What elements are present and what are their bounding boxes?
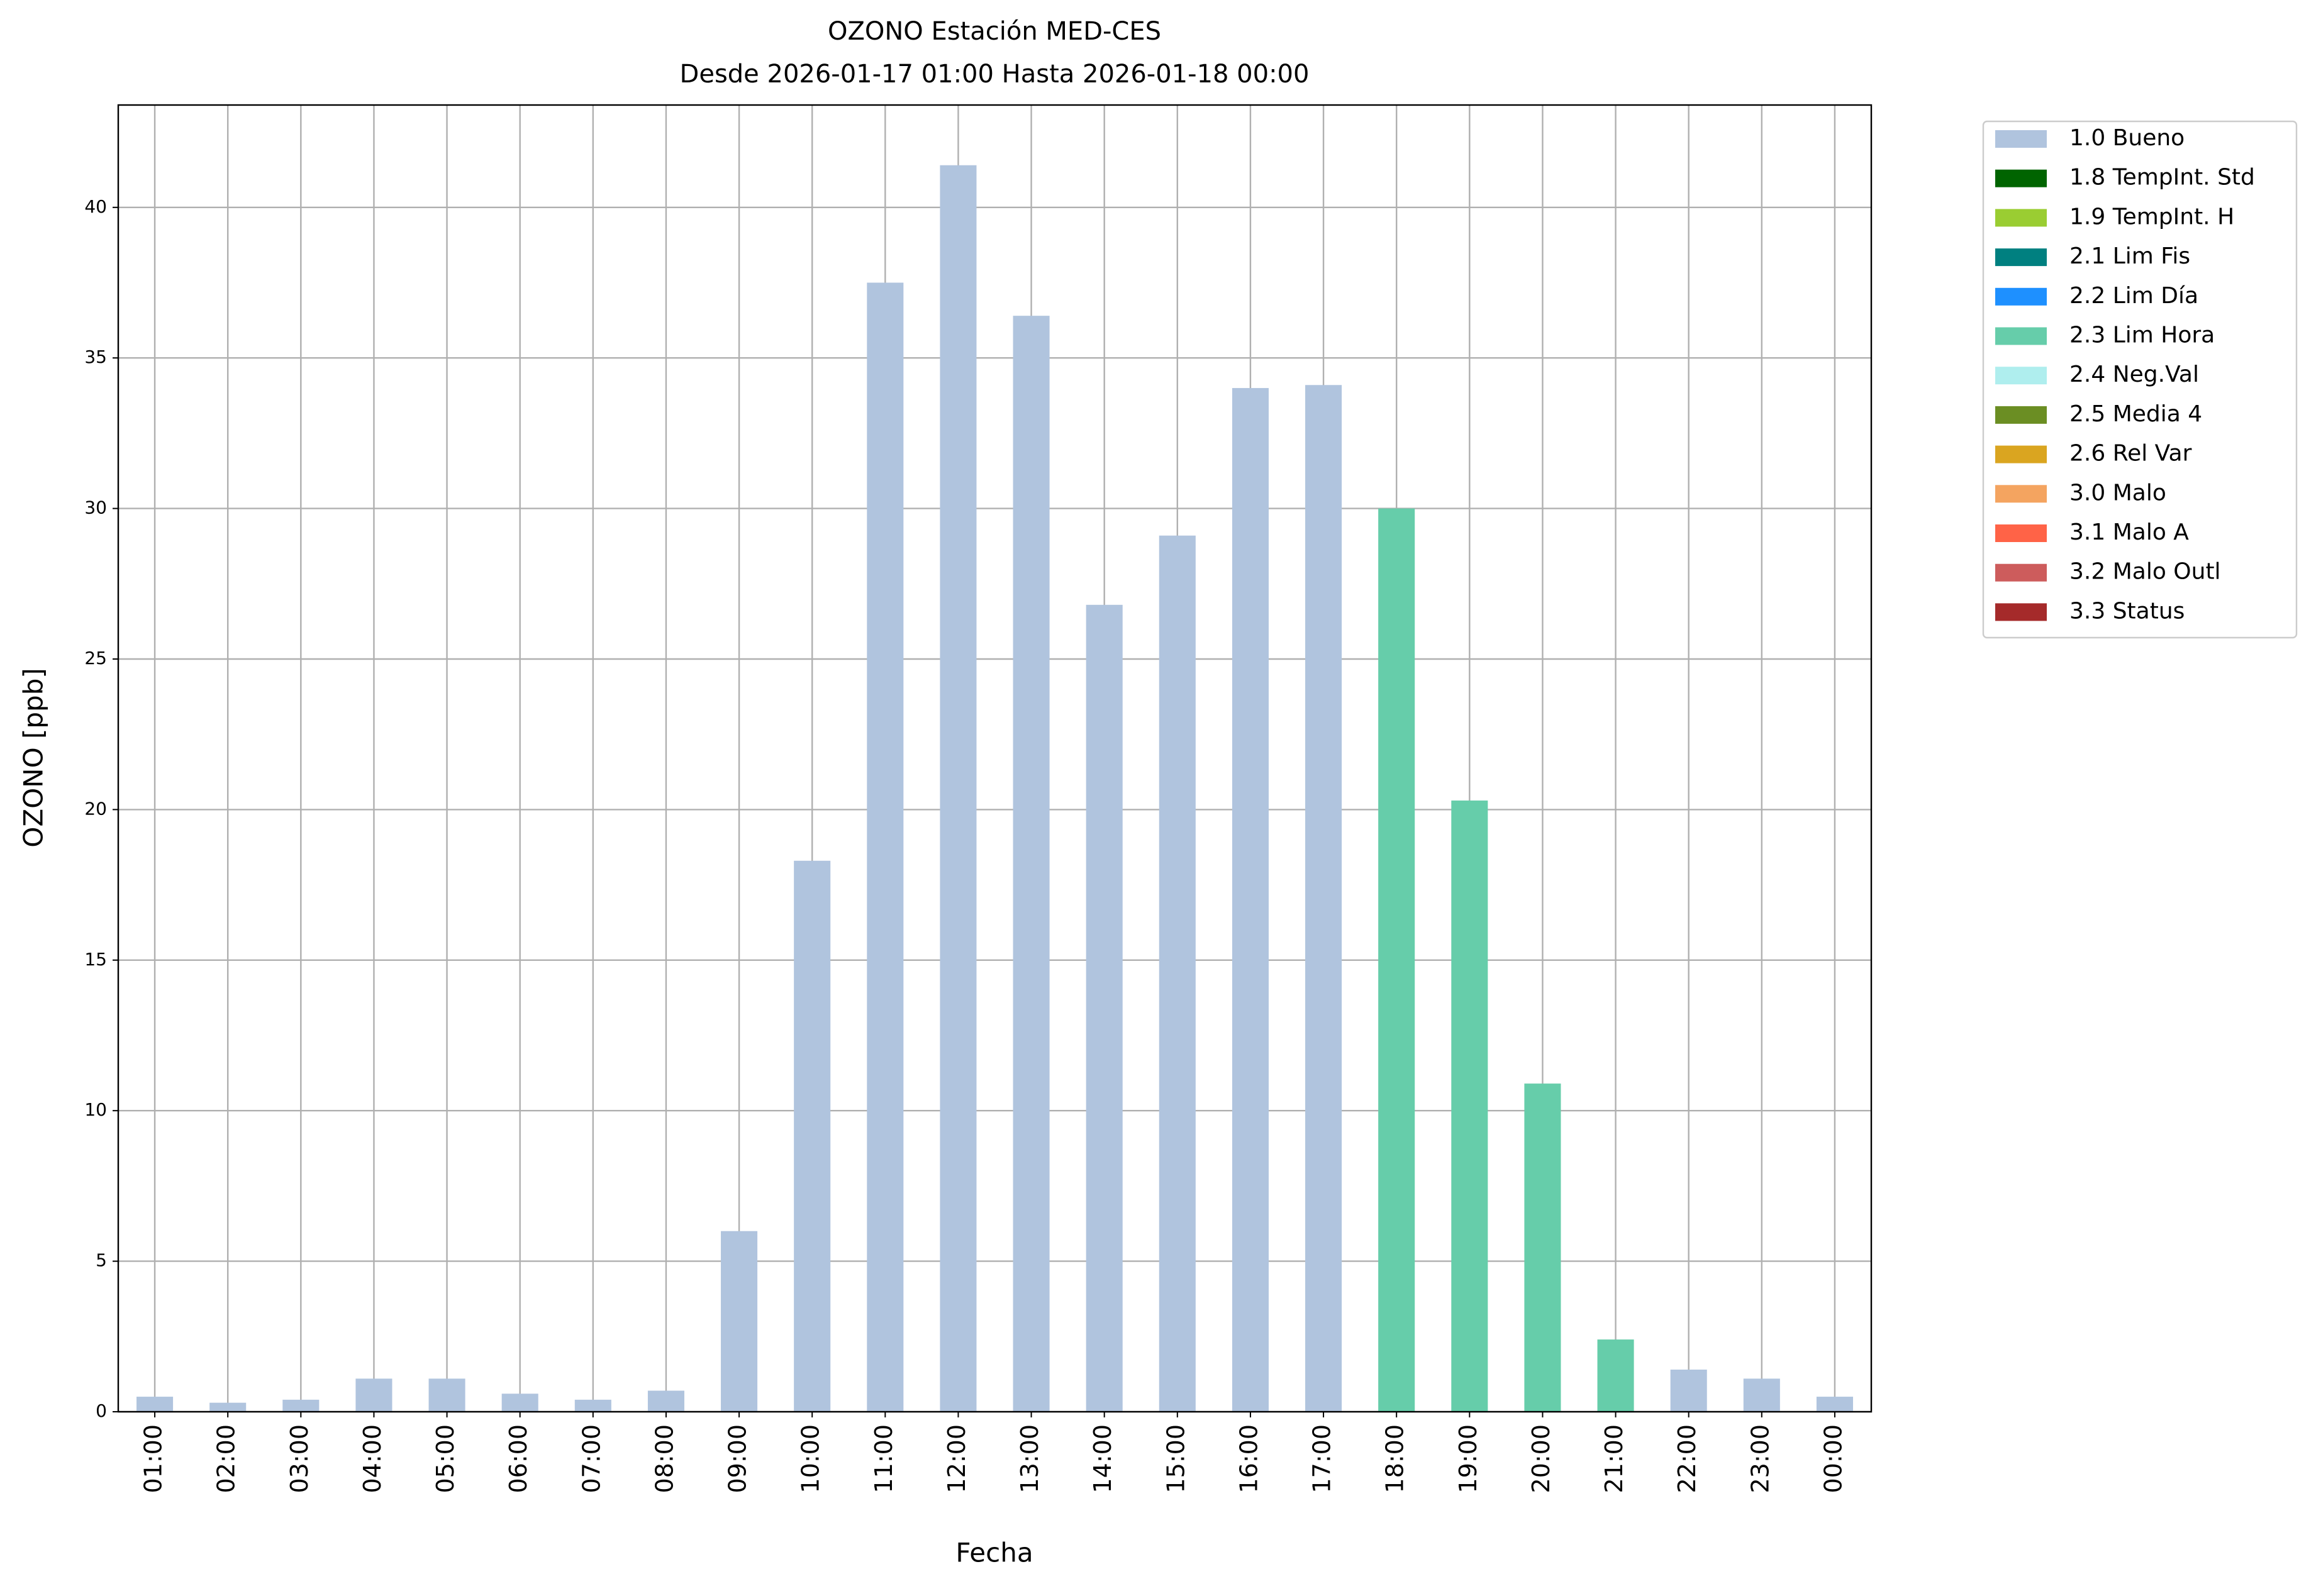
y-axis-label: OZONO [ppb] [18, 668, 49, 847]
bar [647, 1390, 684, 1412]
x-tick-label: 12:00 [943, 1424, 971, 1493]
x-tick-label: 03:00 [286, 1424, 313, 1493]
legend-label: 3.1 Malo A [2069, 519, 2189, 545]
legend-swatch [1995, 524, 2047, 542]
bar [1670, 1369, 1707, 1412]
legend-swatch [1995, 406, 2047, 424]
bar [282, 1399, 320, 1412]
x-tick-label: 05:00 [431, 1424, 459, 1493]
legend-swatch [1995, 367, 2047, 385]
plot-frame [117, 104, 1873, 1413]
bar [1816, 1397, 1853, 1412]
x-tick-label: 01:00 [140, 1424, 167, 1493]
legend-label: 2.1 Lim Fis [2069, 243, 2190, 269]
bar [940, 165, 977, 1412]
legend-swatch [1995, 248, 2047, 267]
y-tick-label: 30 [84, 497, 107, 518]
bar [136, 1397, 174, 1412]
legend-label: 2.2 Lim Día [2069, 283, 2198, 309]
bar [574, 1399, 611, 1412]
x-tick-label: 04:00 [359, 1424, 386, 1493]
y-tick-label: 0 [96, 1400, 107, 1421]
x-tick-label: 10:00 [797, 1424, 825, 1493]
bar [1013, 316, 1050, 1412]
chart-subtitle: Desde 2026-01-17 01:00 Hasta 2026-01-18 … [680, 60, 1310, 89]
bar [1305, 385, 1342, 1412]
x-tick-label: 00:00 [1819, 1424, 1847, 1493]
legend-swatch [1995, 485, 2047, 503]
x-tick-label: 17:00 [1308, 1424, 1336, 1493]
x-tick-label: 20:00 [1527, 1424, 1555, 1493]
y-tick-label: 10 [84, 1099, 107, 1120]
x-tick-label: 16:00 [1235, 1424, 1262, 1493]
bar [209, 1402, 247, 1412]
x-tick-label: 06:00 [504, 1424, 532, 1493]
y-tick-label: 20 [84, 798, 107, 819]
x-tick-label: 14:00 [1089, 1424, 1116, 1493]
y-tick-label: 35 [84, 346, 107, 367]
bar [1378, 508, 1415, 1412]
bar [1451, 801, 1488, 1412]
x-tick-label: 21:00 [1600, 1424, 1628, 1493]
legend-label: 3.3 Status [2069, 598, 2185, 624]
x-tick-label: 02:00 [213, 1424, 240, 1493]
legend-swatch [1995, 130, 2047, 148]
legend-label: 3.0 Malo [2069, 480, 2166, 506]
legend-label: 2.4 Neg.Val [2069, 362, 2199, 387]
x-tick-label: 23:00 [1746, 1424, 1774, 1493]
bar [721, 1231, 758, 1412]
legend-label: 1.0 Bueno [2069, 125, 2185, 151]
legend-box [1982, 120, 2298, 639]
bar [1086, 604, 1123, 1412]
bar [794, 860, 831, 1412]
y-tick-label: 15 [84, 949, 107, 970]
legend-label: 1.8 TempInt. Std [2069, 165, 2255, 191]
legend-label: 3.2 Malo Outl [2069, 559, 2221, 585]
bar [1232, 388, 1269, 1412]
x-axis-label: Fecha [955, 1538, 1033, 1568]
legend-swatch [1995, 169, 2047, 187]
legend-swatch [1995, 563, 2047, 582]
legend-swatch [1995, 209, 2047, 227]
legend-label: 2.6 Rel Var [2069, 441, 2192, 467]
x-tick-label: 19:00 [1454, 1424, 1482, 1493]
legend-swatch [1995, 287, 2047, 306]
x-tick-label: 07:00 [577, 1424, 605, 1493]
x-tick-label: 11:00 [870, 1424, 898, 1493]
x-tick-label: 09:00 [724, 1424, 752, 1493]
x-tick-label: 13:00 [1016, 1424, 1044, 1493]
legend-label: 2.3 Lim Hora [2069, 323, 2215, 348]
bar [428, 1378, 465, 1412]
x-tick-label: 22:00 [1673, 1424, 1701, 1493]
y-tick-label: 5 [96, 1250, 107, 1271]
legend-swatch [1995, 603, 2047, 621]
bar [1597, 1339, 1634, 1412]
chart-title: OZONO Estación MED-CES [828, 17, 1161, 46]
y-tick-label: 40 [84, 196, 107, 217]
bar [1743, 1378, 1780, 1412]
x-tick-label: 15:00 [1162, 1424, 1189, 1493]
legend-label: 2.5 Media 4 [2069, 401, 2202, 427]
legend-label: 1.9 TempInt. H [2069, 204, 2234, 230]
bar [501, 1394, 538, 1412]
bar [1524, 1083, 1561, 1412]
legend-swatch [1995, 445, 2047, 463]
x-tick-label: 08:00 [650, 1424, 678, 1493]
x-tick-label: 18:00 [1381, 1424, 1409, 1493]
legend-swatch [1995, 327, 2047, 345]
bar [355, 1378, 392, 1412]
y-tick-label: 25 [84, 648, 107, 668]
bar [1159, 535, 1196, 1412]
bar [867, 282, 904, 1412]
